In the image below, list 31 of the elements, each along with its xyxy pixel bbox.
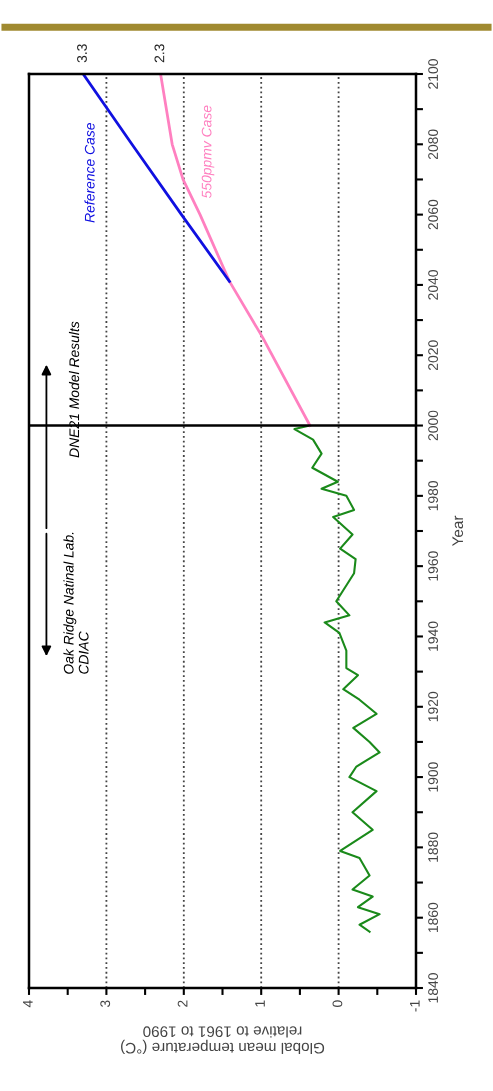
annotation: 550ppmv Case bbox=[201, 105, 215, 199]
y-tick-label: 2040 bbox=[428, 270, 439, 300]
annotation: DNE21 Model Results bbox=[68, 321, 80, 458]
line-series bbox=[81, 74, 231, 283]
y-tick-label: 1960 bbox=[428, 551, 439, 581]
y-tick-label: 2020 bbox=[428, 340, 439, 370]
x-tick-label: -1 bbox=[410, 1000, 420, 1012]
y-tick-label: 2080 bbox=[428, 129, 439, 160]
y-axis-title: Year bbox=[452, 515, 464, 547]
annotation: Reference Case bbox=[84, 123, 95, 223]
y-tick-label: 1840 bbox=[428, 973, 439, 1003]
y-tick-label: 1880 bbox=[428, 832, 439, 862]
y-tick-label: 1940 bbox=[428, 621, 439, 651]
y-tick-label: 2100 bbox=[428, 59, 439, 89]
line-series bbox=[293, 424, 381, 933]
line-series bbox=[159, 74, 312, 427]
x-tick-label: 4 bbox=[23, 1000, 33, 1008]
x-tick-label: 1 bbox=[255, 1000, 265, 1007]
y-tick-label: 1900 bbox=[428, 762, 439, 792]
x-tick-label: 2 bbox=[177, 1000, 188, 1007]
annotation: 2.3 bbox=[154, 44, 165, 63]
y-tick-label: 2060 bbox=[428, 199, 439, 230]
x-tick-label: 3 bbox=[100, 1000, 111, 1007]
annotation: 3.3 bbox=[77, 44, 87, 63]
y-tick-label: 1920 bbox=[428, 691, 439, 722]
annotation: Oak Ridge Natinal Lab. CDIAC bbox=[63, 532, 89, 674]
x-axis-title: Global mean temperature (°C) relative to 1961 to 1990 bbox=[121, 1026, 325, 1054]
y-tick-label: 2000 bbox=[428, 410, 439, 441]
y-tick-label: 1980 bbox=[428, 480, 439, 511]
x-tick-label: 0 bbox=[332, 1000, 343, 1007]
y-tick-label: 1860 bbox=[428, 902, 439, 933]
